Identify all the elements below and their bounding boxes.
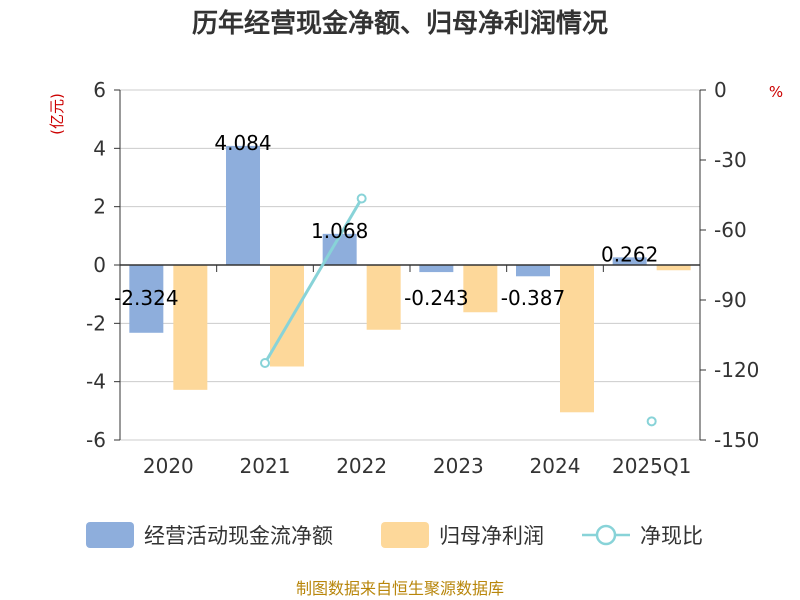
bar-cashflow-2024 xyxy=(516,265,550,277)
bar-netprofit-2022 xyxy=(366,265,401,330)
data-label-2025Q1: 0.262 xyxy=(601,242,658,266)
x-tick-label: 2021 xyxy=(240,454,291,478)
right-axis-ticks: 0 -30 -60 -90 -120 -150 xyxy=(700,78,759,452)
data-label-2024: -0.387 xyxy=(501,286,565,310)
left-tick-label: -2 xyxy=(86,311,106,335)
legend-swatch xyxy=(381,522,429,548)
bar-cashflow-2022 xyxy=(322,233,357,265)
bar-netprofit-2025Q1 xyxy=(656,265,691,271)
legend-swatch xyxy=(86,522,134,548)
ratio-point-2022 xyxy=(356,193,367,204)
legend-marker xyxy=(595,524,617,546)
x-tick-label: 2024 xyxy=(530,454,581,478)
bar-cashflow-2023 xyxy=(419,265,454,273)
x-axis-ticks: 2020 2021 2022 2023 2024 2025Q1 xyxy=(143,454,691,478)
right-tick-label: -30 xyxy=(714,148,747,172)
source-note: 制图数据来自恒生聚源数据库 xyxy=(296,579,504,598)
bar-netprofit-2024 xyxy=(560,265,594,413)
data-label-2021: 4.084 xyxy=(214,131,271,155)
bar-netprofit-2021 xyxy=(270,265,304,367)
axes xyxy=(119,90,701,440)
data-label-2022: 1.068 xyxy=(311,219,368,243)
legend-label: 经营活动现金流净额 xyxy=(144,524,333,548)
bar-netprofit-2023 xyxy=(463,265,498,313)
right-tick-label: -150 xyxy=(714,428,759,452)
chart-title: 历年经营现金净额、归母净利润情况 xyxy=(192,8,608,39)
left-axis-unit: (亿元) xyxy=(48,93,66,135)
left-axis-ticks: 6 4 2 0 -2 -4 -6 xyxy=(86,78,120,452)
right-tick-label: -120 xyxy=(714,358,759,382)
left-tick-label: 4 xyxy=(93,136,106,160)
right-axis-unit: % xyxy=(769,83,783,101)
legend-label: 净现比 xyxy=(640,524,703,548)
legend: 经营活动现金流净额 归母净利润 净现比 xyxy=(86,522,703,548)
ratio-point-2021 xyxy=(260,358,270,368)
x-tick-label: 2025Q1 xyxy=(612,454,691,478)
ratio-line-segment xyxy=(263,197,363,364)
left-tick-label: 0 xyxy=(93,253,106,277)
left-tick-label: -6 xyxy=(86,428,106,452)
ratio-point-2025Q1 xyxy=(646,416,657,427)
left-tick-label: 6 xyxy=(93,78,106,102)
bar-netprofit-2020 xyxy=(173,265,208,390)
bar-cashflow-2025Q1 xyxy=(612,257,647,265)
x-tick-label: 2023 xyxy=(433,454,484,478)
x-tick-label: 2022 xyxy=(336,454,387,478)
bar-cashflow-2021 xyxy=(226,145,260,265)
data-label-2023: -0.243 xyxy=(404,286,468,310)
right-tick-label: 0 xyxy=(714,78,727,102)
left-tick-label: 2 xyxy=(93,195,106,219)
x-tick-label: 2020 xyxy=(143,454,194,478)
bars xyxy=(129,145,691,413)
right-tick-label: -60 xyxy=(714,218,747,242)
data-label-2020: -2.324 xyxy=(114,286,178,310)
legend-label: 归母净利润 xyxy=(439,524,544,548)
bar-cashflow-2020 xyxy=(129,265,164,333)
data-labels: -2.324 4.084 1.068 -0.243 -0.387 0.262 xyxy=(114,131,658,310)
ratio-line xyxy=(260,193,657,427)
right-tick-label: -90 xyxy=(714,288,747,312)
left-tick-label: -4 xyxy=(86,370,106,394)
